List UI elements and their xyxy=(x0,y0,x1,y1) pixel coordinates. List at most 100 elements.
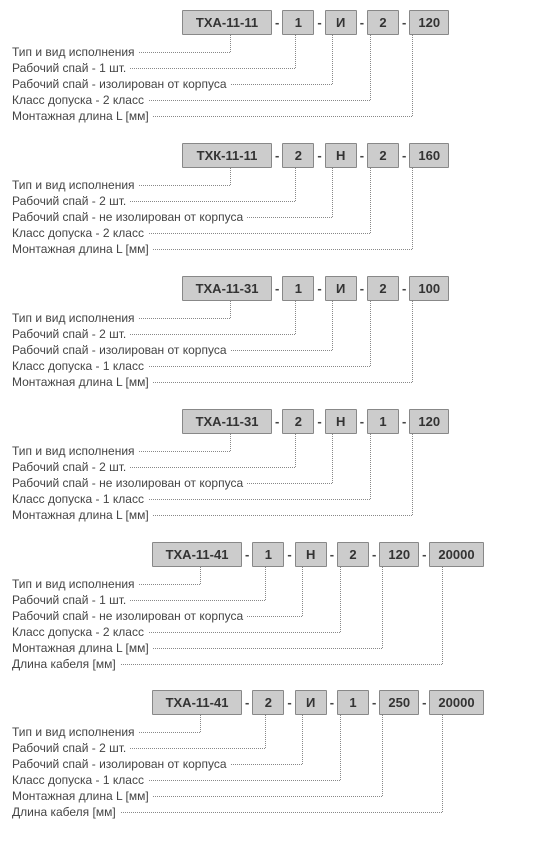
code-segment-box: ТХА-11-11 xyxy=(182,10,272,35)
label-text: Тип и вид исполнения xyxy=(12,724,139,740)
label-text: Монтажная длина L [мм] xyxy=(12,788,153,804)
connector-vertical xyxy=(295,300,296,334)
code-segment-box: 1 xyxy=(337,690,369,715)
code-segment-box: 2 xyxy=(367,276,399,301)
labels-column: Тип и вид исполненияРабочий спай - 2 шт.… xyxy=(12,177,247,257)
labels-column: Тип и вид исполненияРабочий спай - 1 шт.… xyxy=(12,576,247,672)
separator-dash: - xyxy=(242,695,252,710)
connector-vertical xyxy=(295,167,296,201)
label-text: Рабочий спай - изолирован от корпуса xyxy=(12,342,231,358)
label-row: Класс допуска - 2 класс xyxy=(12,225,247,241)
code-segment-box: 120 xyxy=(379,542,419,567)
label-row: Рабочий спай - 2 шт. xyxy=(12,459,247,475)
label-text: Монтажная длина L [мм] xyxy=(12,507,153,523)
connector-vertical xyxy=(265,566,266,600)
separator-dash: - xyxy=(327,547,337,562)
label-text: Класс допуска - 1 класс xyxy=(12,772,148,788)
label-row: Тип и вид исполнения xyxy=(12,443,247,459)
separator-dash: - xyxy=(314,148,324,163)
code-boxes-row: ТХА-11-41-1-Н-2-120-20000 xyxy=(152,542,484,567)
label-text: Монтажная длина L [мм] xyxy=(12,640,153,656)
separator-dash: - xyxy=(272,148,282,163)
code-segment-box: И xyxy=(325,10,357,35)
connector-vertical xyxy=(412,300,413,382)
connector-vertical xyxy=(340,714,341,780)
connector-vertical xyxy=(302,566,303,616)
code-segment-box: 120 xyxy=(409,10,449,35)
connector-vertical xyxy=(370,34,371,100)
label-row: Рабочий спай - 2 шт. xyxy=(12,326,231,342)
connector-vertical xyxy=(442,566,443,664)
code-boxes-row: ТХА-11-31-2-Н-1-120 xyxy=(182,409,449,434)
label-row: Рабочий спай - изолирован от корпуса xyxy=(12,756,231,772)
label-text: Рабочий спай - 2 шт. xyxy=(12,326,130,342)
code-segment-box: ТХА-11-31 xyxy=(182,276,272,301)
label-row: Рабочий спай - 2 шт. xyxy=(12,740,231,756)
separator-dash: - xyxy=(272,281,282,296)
connector-vertical xyxy=(370,300,371,366)
connector-vertical xyxy=(200,714,201,732)
code-segment-box: 2 xyxy=(367,143,399,168)
label-text: Монтажная длина L [мм] xyxy=(12,241,153,257)
separator-dash: - xyxy=(242,547,252,562)
label-row: Монтажная длина L [мм] xyxy=(12,640,247,656)
separator-dash: - xyxy=(369,547,379,562)
label-text: Тип и вид исполнения xyxy=(12,576,139,592)
connector-vertical xyxy=(295,433,296,467)
code-segment-box: 160 xyxy=(409,143,449,168)
code-segment-box: 100 xyxy=(409,276,449,301)
code-segment-box: И xyxy=(295,690,327,715)
label-row: Тип и вид исполнения xyxy=(12,44,231,60)
separator-dash: - xyxy=(399,414,409,429)
code-segment-box: 2 xyxy=(252,690,284,715)
label-row: Монтажная длина L [мм] xyxy=(12,788,231,804)
connector-vertical xyxy=(230,300,231,318)
label-text: Тип и вид исполнения xyxy=(12,44,139,60)
connector-vertical xyxy=(332,167,333,217)
connector-vertical xyxy=(295,34,296,68)
label-row: Монтажная длина L [мм] xyxy=(12,507,247,523)
connector-vertical xyxy=(442,714,443,812)
label-text: Рабочий спай - изолирован от корпуса xyxy=(12,756,231,772)
code-segment-box: 2 xyxy=(337,542,369,567)
code-segment-box: Н xyxy=(325,409,357,434)
separator-dash: - xyxy=(284,547,294,562)
code-boxes-row: ТХА-11-31-1-И-2-100 xyxy=(182,276,449,301)
code-segment-box: 1 xyxy=(282,276,314,301)
code-segment-box: 2 xyxy=(282,409,314,434)
connector-vertical xyxy=(302,714,303,764)
label-row: Рабочий спай - не изолирован от корпуса xyxy=(12,608,247,624)
label-row: Монтажная длина L [мм] xyxy=(12,241,247,257)
separator-dash: - xyxy=(369,695,379,710)
connector-vertical xyxy=(230,433,231,451)
label-row: Длина кабеля [мм] xyxy=(12,656,247,672)
separator-dash: - xyxy=(357,148,367,163)
label-text: Монтажная длина L [мм] xyxy=(12,374,153,390)
label-row: Тип и вид исполнения xyxy=(12,310,231,326)
label-text: Класс допуска - 1 класс xyxy=(12,358,148,374)
label-row: Рабочий спай - изолирован от корпуса xyxy=(12,76,231,92)
label-row: Тип и вид исполнения xyxy=(12,576,247,592)
label-row: Рабочий спай - 2 шт. xyxy=(12,193,247,209)
label-text: Рабочий спай - 2 шт. xyxy=(12,740,130,756)
separator-dash: - xyxy=(272,414,282,429)
code-segment-box: 1 xyxy=(367,409,399,434)
label-row: Класс допуска - 1 класс xyxy=(12,772,231,788)
code-segment-box: Н xyxy=(325,143,357,168)
label-row: Рабочий спай - изолирован от корпуса xyxy=(12,342,231,358)
label-text: Тип и вид исполнения xyxy=(12,310,139,326)
ordering-code-block: ТХА-11-41-1-Н-2-120-20000Тип и вид испол… xyxy=(12,542,537,672)
label-text: Рабочий спай - 1 шт. xyxy=(12,60,130,76)
code-segment-box: 20000 xyxy=(429,542,483,567)
ordering-code-block: ТХА-11-31-2-Н-1-120Тип и вид исполненияР… xyxy=(12,409,537,524)
label-text: Рабочий спай - не изолирован от корпуса xyxy=(12,475,247,491)
label-row: Монтажная длина L [мм] xyxy=(12,374,231,390)
label-row: Длина кабеля [мм] xyxy=(12,804,231,820)
ordering-code-block: ТХА-11-31-1-И-2-100Тип и вид исполненияР… xyxy=(12,276,537,391)
code-segment-box: 120 xyxy=(409,409,449,434)
code-segment-box: ТХА-11-41 xyxy=(152,690,242,715)
labels-column: Тип и вид исполненияРабочий спай - 2 шт.… xyxy=(12,724,231,820)
label-row: Класс допуска - 1 класс xyxy=(12,491,247,507)
label-row: Рабочий спай - 1 шт. xyxy=(12,60,231,76)
label-text: Рабочий спай - изолирован от корпуса xyxy=(12,76,231,92)
